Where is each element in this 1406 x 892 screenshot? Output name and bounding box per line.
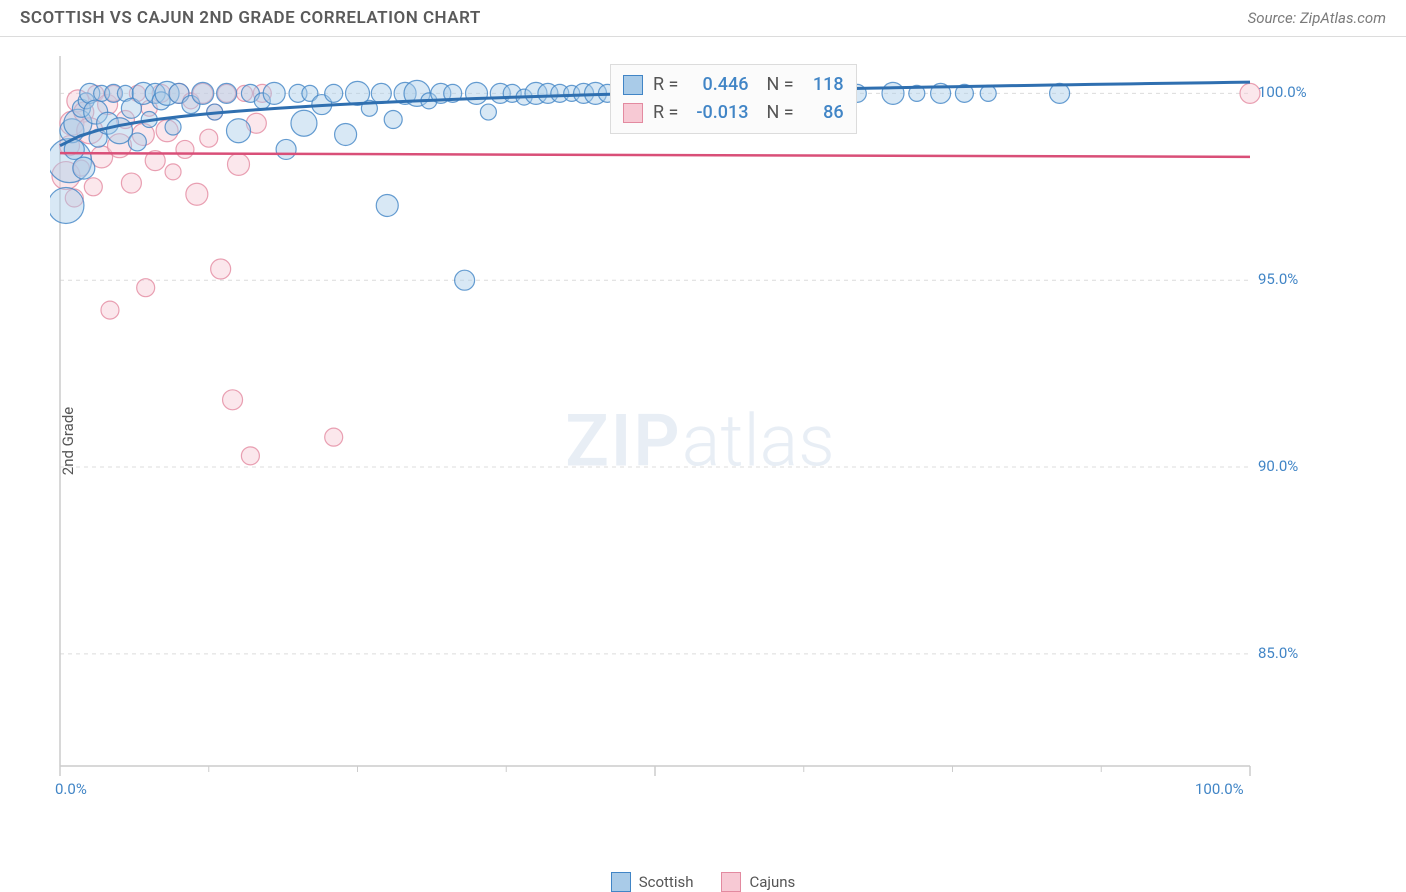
legend-label: Cajuns: [749, 873, 795, 891]
stats-r-label: R =: [653, 99, 678, 127]
legend-swatch: [721, 872, 741, 892]
legend-item: Cajuns: [721, 872, 795, 892]
y-axis-label: 2nd Grade: [59, 407, 77, 475]
y-tick-label: 90.0%: [1258, 457, 1298, 475]
stats-row: R = -0.013 N = 86: [623, 99, 844, 127]
stats-row: R = 0.446 N = 118: [623, 71, 844, 99]
stats-box: R = 0.446 N = 118 R = -0.013 N = 86: [610, 64, 857, 134]
legend: Scottish Cajuns: [0, 872, 1406, 892]
stats-r-value: 0.446: [688, 71, 748, 99]
legend-label: Scottish: [639, 873, 694, 891]
legend-item: Scottish: [611, 872, 694, 892]
chart-title: SCOTTISH VS CAJUN 2ND GRADE CORRELATION …: [20, 8, 481, 28]
scatter-chart: [50, 46, 1310, 806]
plot-area: 2nd Grade ZIPatlas R =0.446N =118R =-0.0…: [50, 46, 1350, 836]
x-tick-label: 100.0%: [1195, 780, 1244, 798]
stats-r-value: -0.013: [688, 99, 748, 127]
stats-n-label: N =: [766, 71, 793, 99]
x-tick-label: 0.0%: [55, 780, 87, 798]
y-tick-label: 100.0%: [1258, 83, 1307, 101]
chart-header: SCOTTISH VS CAJUN 2ND GRADE CORRELATION …: [0, 0, 1406, 37]
stats-swatch: [623, 103, 643, 123]
stats-n-value: 86: [804, 99, 844, 127]
stats-swatch: [623, 75, 643, 95]
chart-source: Source: ZipAtlas.com: [1248, 9, 1386, 27]
stats-n-label: N =: [766, 99, 793, 127]
legend-swatch: [611, 872, 631, 892]
y-tick-label: 95.0%: [1258, 270, 1298, 288]
stats-n-value: 118: [804, 71, 844, 99]
stats-r-label: R =: [653, 71, 678, 99]
y-tick-label: 85.0%: [1258, 644, 1298, 662]
